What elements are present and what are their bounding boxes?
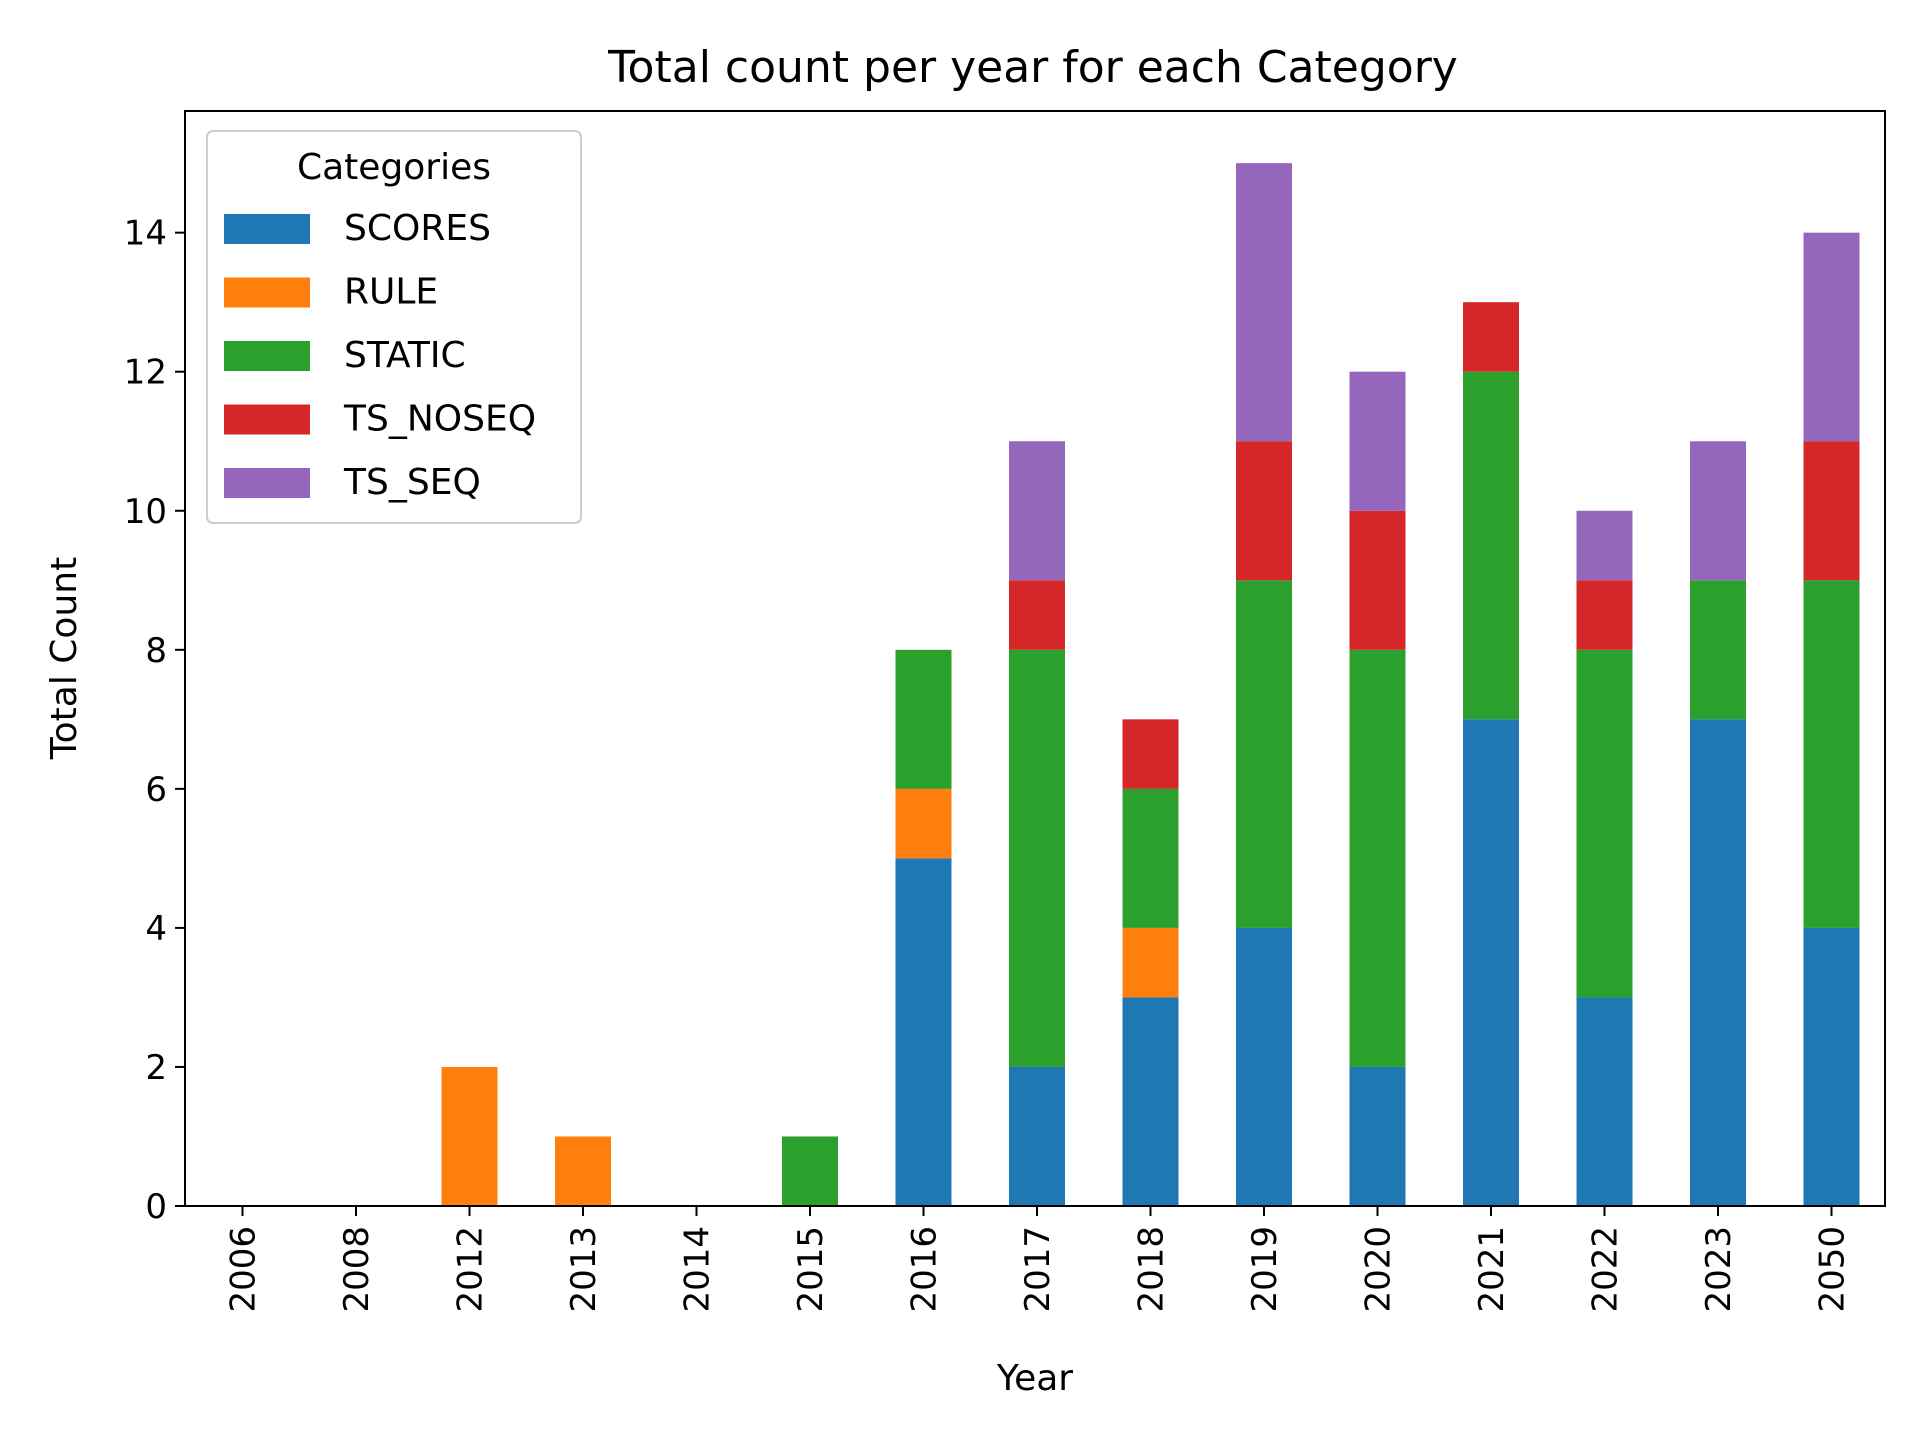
legend: Categories SCORES RULE STATIC TS_NOSEQ TS_SE… bbox=[206, 130, 582, 524]
x-tick-label: 2017 bbox=[1018, 1226, 1058, 1313]
bar-ts-noseq-2017 bbox=[1009, 580, 1065, 650]
bars-group bbox=[441, 163, 1860, 1206]
bar-ts-noseq-2020 bbox=[1349, 510, 1406, 650]
bar-ts-seq-2022 bbox=[1576, 510, 1633, 581]
x-tick-label: 2013 bbox=[564, 1226, 604, 1313]
bar-scores-2016 bbox=[895, 858, 952, 1206]
legend-label-ts-noseq: TS_NOSEQ bbox=[343, 399, 536, 440]
x-axis-label: Year bbox=[996, 1358, 1073, 1399]
bar-static-2023 bbox=[1690, 580, 1746, 720]
bar-ts-seq-2017 bbox=[1009, 441, 1065, 581]
x-tick-label: 2016 bbox=[905, 1226, 945, 1313]
x-tick-label: 2050 bbox=[1813, 1226, 1853, 1313]
x-tick-label: 2023 bbox=[1699, 1226, 1739, 1313]
x-tick-label: 2022 bbox=[1586, 1226, 1626, 1313]
bar-scores-2017 bbox=[1009, 1066, 1065, 1206]
bar-ts-seq-2020 bbox=[1349, 371, 1406, 511]
bar-static-2020 bbox=[1349, 649, 1406, 1067]
legend-swatch-scores bbox=[224, 214, 310, 244]
bar-rule-2013 bbox=[555, 1136, 611, 1206]
x-tick-label: 2006 bbox=[224, 1226, 264, 1313]
y-tick-label: 2 bbox=[145, 1048, 167, 1088]
y-tick-label: 4 bbox=[145, 909, 167, 949]
bar-ts-seq-2019 bbox=[1236, 163, 1292, 442]
y-tick-label: 12 bbox=[124, 353, 167, 393]
legend-swatch-ts-seq bbox=[224, 468, 310, 498]
bar-static-2015 bbox=[782, 1136, 838, 1206]
x-tick-label: 2014 bbox=[678, 1226, 718, 1313]
legend-label-rule: RULE bbox=[344, 272, 438, 313]
bar-static-2016 bbox=[895, 649, 952, 789]
bar-scores-2019 bbox=[1236, 927, 1292, 1206]
bar-static-2021 bbox=[1463, 371, 1519, 720]
bar-ts-seq-2023 bbox=[1690, 441, 1746, 581]
bar-rule-2012 bbox=[441, 1066, 498, 1206]
x-tick-label: 2020 bbox=[1359, 1226, 1399, 1313]
x-tick-label: 2015 bbox=[791, 1226, 831, 1313]
x-tick-label: 2012 bbox=[451, 1226, 491, 1313]
bar-scores-2021 bbox=[1463, 719, 1519, 1206]
bar-static-2050 bbox=[1803, 580, 1860, 928]
bar-rule-2018 bbox=[1122, 927, 1179, 998]
y-tick-label: 6 bbox=[145, 770, 167, 810]
bar-scores-2022 bbox=[1576, 997, 1633, 1206]
y-tick-label: 14 bbox=[124, 214, 167, 254]
plot-frame bbox=[184, 110, 1886, 1207]
bar-static-2022 bbox=[1576, 649, 1633, 998]
legend-swatch-ts-noseq bbox=[224, 404, 310, 435]
y-tick-label: 10 bbox=[124, 492, 167, 532]
y-axis-ticks: 0 2 4 6 8 10 12 14 bbox=[124, 214, 185, 1227]
bar-scores-2023 bbox=[1690, 719, 1746, 1206]
y-tick-label: 8 bbox=[145, 631, 167, 671]
bar-ts-noseq-2021 bbox=[1463, 302, 1519, 372]
bar-ts-noseq-2019 bbox=[1236, 441, 1292, 581]
bar-ts-noseq-2022 bbox=[1576, 580, 1633, 650]
bar-rule-2016 bbox=[895, 788, 952, 859]
legend-label-ts-seq: TS_SEQ bbox=[343, 462, 481, 503]
legend-title: Categories bbox=[297, 147, 491, 188]
bar-scores-2050 bbox=[1803, 927, 1860, 1206]
legend-swatch-rule bbox=[224, 277, 310, 308]
bar-ts-noseq-2050 bbox=[1803, 441, 1860, 581]
y-axis-label: Total Count bbox=[44, 557, 85, 760]
bar-static-2018 bbox=[1122, 788, 1179, 928]
chart-title: Total count per year for each Category bbox=[607, 42, 1458, 93]
legend-items: SCORES RULE STATIC TS_NOSEQ TS_SEQ bbox=[224, 208, 536, 503]
y-tick-label: 0 bbox=[145, 1187, 167, 1227]
bar-ts-noseq-2018 bbox=[1122, 719, 1179, 789]
legend-label-static: STATIC bbox=[344, 335, 466, 376]
bar-ts-seq-2050 bbox=[1803, 232, 1860, 442]
x-tick-label: 2019 bbox=[1245, 1226, 1285, 1313]
legend-swatch-static bbox=[224, 341, 310, 371]
x-tick-label: 2008 bbox=[337, 1226, 377, 1313]
x-axis-ticks: 2006 2008 2012 2013 2014 2015 2016 2017 2018 2019… bbox=[224, 1206, 1853, 1313]
x-tick-label: 2018 bbox=[1132, 1226, 1172, 1313]
bar-static-2019 bbox=[1236, 580, 1292, 928]
bar-static-2017 bbox=[1009, 649, 1065, 1067]
bar-scores-2020 bbox=[1349, 1066, 1406, 1206]
legend-label-scores: SCORES bbox=[344, 208, 491, 249]
x-tick-label: 2021 bbox=[1472, 1226, 1512, 1313]
bar-scores-2018 bbox=[1122, 997, 1179, 1206]
